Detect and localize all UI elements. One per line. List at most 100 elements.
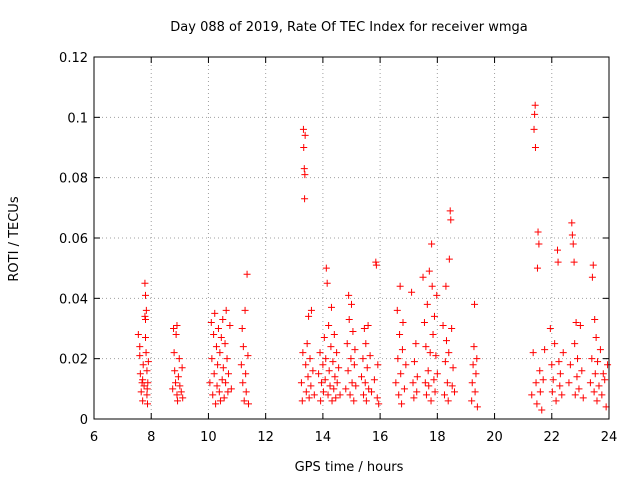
y-tick-label: 0 — [80, 413, 88, 428]
data-point — [588, 273, 596, 281]
data-point — [360, 391, 368, 399]
data-point — [442, 282, 450, 290]
data-point — [220, 394, 228, 402]
data-point — [533, 264, 541, 272]
data-point — [302, 361, 310, 369]
data-point — [325, 367, 333, 375]
data-point — [591, 370, 599, 378]
data-point — [589, 261, 597, 269]
data-point — [535, 240, 543, 248]
data-point — [433, 291, 441, 299]
data-point — [245, 400, 252, 408]
data-point — [532, 379, 540, 387]
data-point — [301, 171, 309, 179]
data-point — [370, 376, 378, 384]
data-point — [448, 382, 456, 390]
data-point — [534, 228, 542, 236]
data-point — [310, 391, 318, 399]
data-point — [551, 340, 559, 348]
data-point — [358, 373, 366, 381]
data-point — [429, 331, 437, 339]
data-point — [144, 379, 152, 387]
data-point — [473, 403, 481, 411]
data-point — [446, 207, 454, 215]
data-point — [396, 282, 404, 290]
data-point — [529, 349, 537, 357]
data-point — [328, 397, 336, 405]
data-point — [430, 312, 438, 320]
data-point — [144, 358, 152, 366]
data-point — [346, 391, 354, 399]
data-point — [330, 385, 338, 393]
data-point — [559, 349, 567, 357]
data-point — [604, 361, 612, 369]
data-point — [555, 358, 563, 366]
data-point — [601, 376, 609, 384]
data-point — [300, 144, 308, 151]
data-point — [364, 321, 372, 329]
data-point — [335, 364, 343, 372]
data-point — [536, 367, 544, 375]
data-point — [307, 306, 315, 314]
data-point — [421, 379, 429, 387]
data-point — [448, 325, 456, 332]
data-point — [397, 370, 405, 378]
data-point — [593, 397, 601, 405]
axis-ticks: 6 8 10 12 14 16 18 20 22 24 0 0.02 0.04 0.06 0.08 0.1 0.… — [59, 51, 617, 445]
data-point — [209, 391, 217, 399]
data-point — [546, 325, 554, 332]
data-point — [178, 364, 186, 372]
data-point — [588, 355, 596, 363]
data-point — [215, 388, 223, 396]
data-point — [332, 394, 340, 402]
data-point — [402, 361, 410, 369]
data-point — [172, 379, 180, 387]
data-point — [226, 321, 234, 329]
data-point — [303, 340, 311, 348]
x-axis-label: GPS time / hours — [295, 460, 404, 475]
data-point — [330, 331, 338, 339]
data-point — [307, 382, 315, 390]
data-point — [425, 382, 433, 390]
data-point — [142, 334, 149, 342]
data-point — [445, 255, 453, 263]
data-point — [539, 376, 547, 384]
data-point — [590, 388, 598, 396]
data-point — [536, 388, 544, 396]
data-point — [447, 216, 455, 224]
data-point — [398, 346, 406, 354]
data-point — [412, 340, 420, 348]
data-point — [548, 388, 556, 396]
data-point — [216, 397, 224, 405]
data-point — [219, 315, 227, 323]
data-point — [554, 246, 561, 254]
data-point — [242, 370, 250, 378]
data-point — [413, 373, 421, 381]
data-point — [169, 385, 177, 393]
data-point — [218, 376, 226, 384]
data-point — [419, 273, 427, 281]
data-point — [350, 361, 358, 369]
data-point — [530, 125, 538, 133]
data-point — [243, 270, 251, 278]
data-point — [410, 358, 418, 366]
data-point — [240, 397, 248, 405]
data-point — [424, 367, 432, 375]
data-point — [301, 131, 309, 139]
data-point — [317, 379, 325, 387]
x-tick-label: 18 — [429, 430, 446, 445]
data-point — [173, 321, 181, 329]
data-point — [571, 340, 579, 348]
y-tick-label: 0.04 — [59, 292, 88, 307]
data-point — [362, 397, 370, 405]
data-point — [572, 318, 580, 326]
data-point — [393, 306, 401, 314]
data-point — [360, 325, 368, 332]
data-point — [239, 343, 247, 351]
data-point — [408, 288, 416, 296]
y-tick-label: 0.08 — [59, 172, 88, 187]
data-point — [175, 355, 183, 363]
data-point — [342, 385, 350, 393]
data-point — [141, 279, 149, 287]
x-tick-label: 24 — [601, 430, 618, 445]
